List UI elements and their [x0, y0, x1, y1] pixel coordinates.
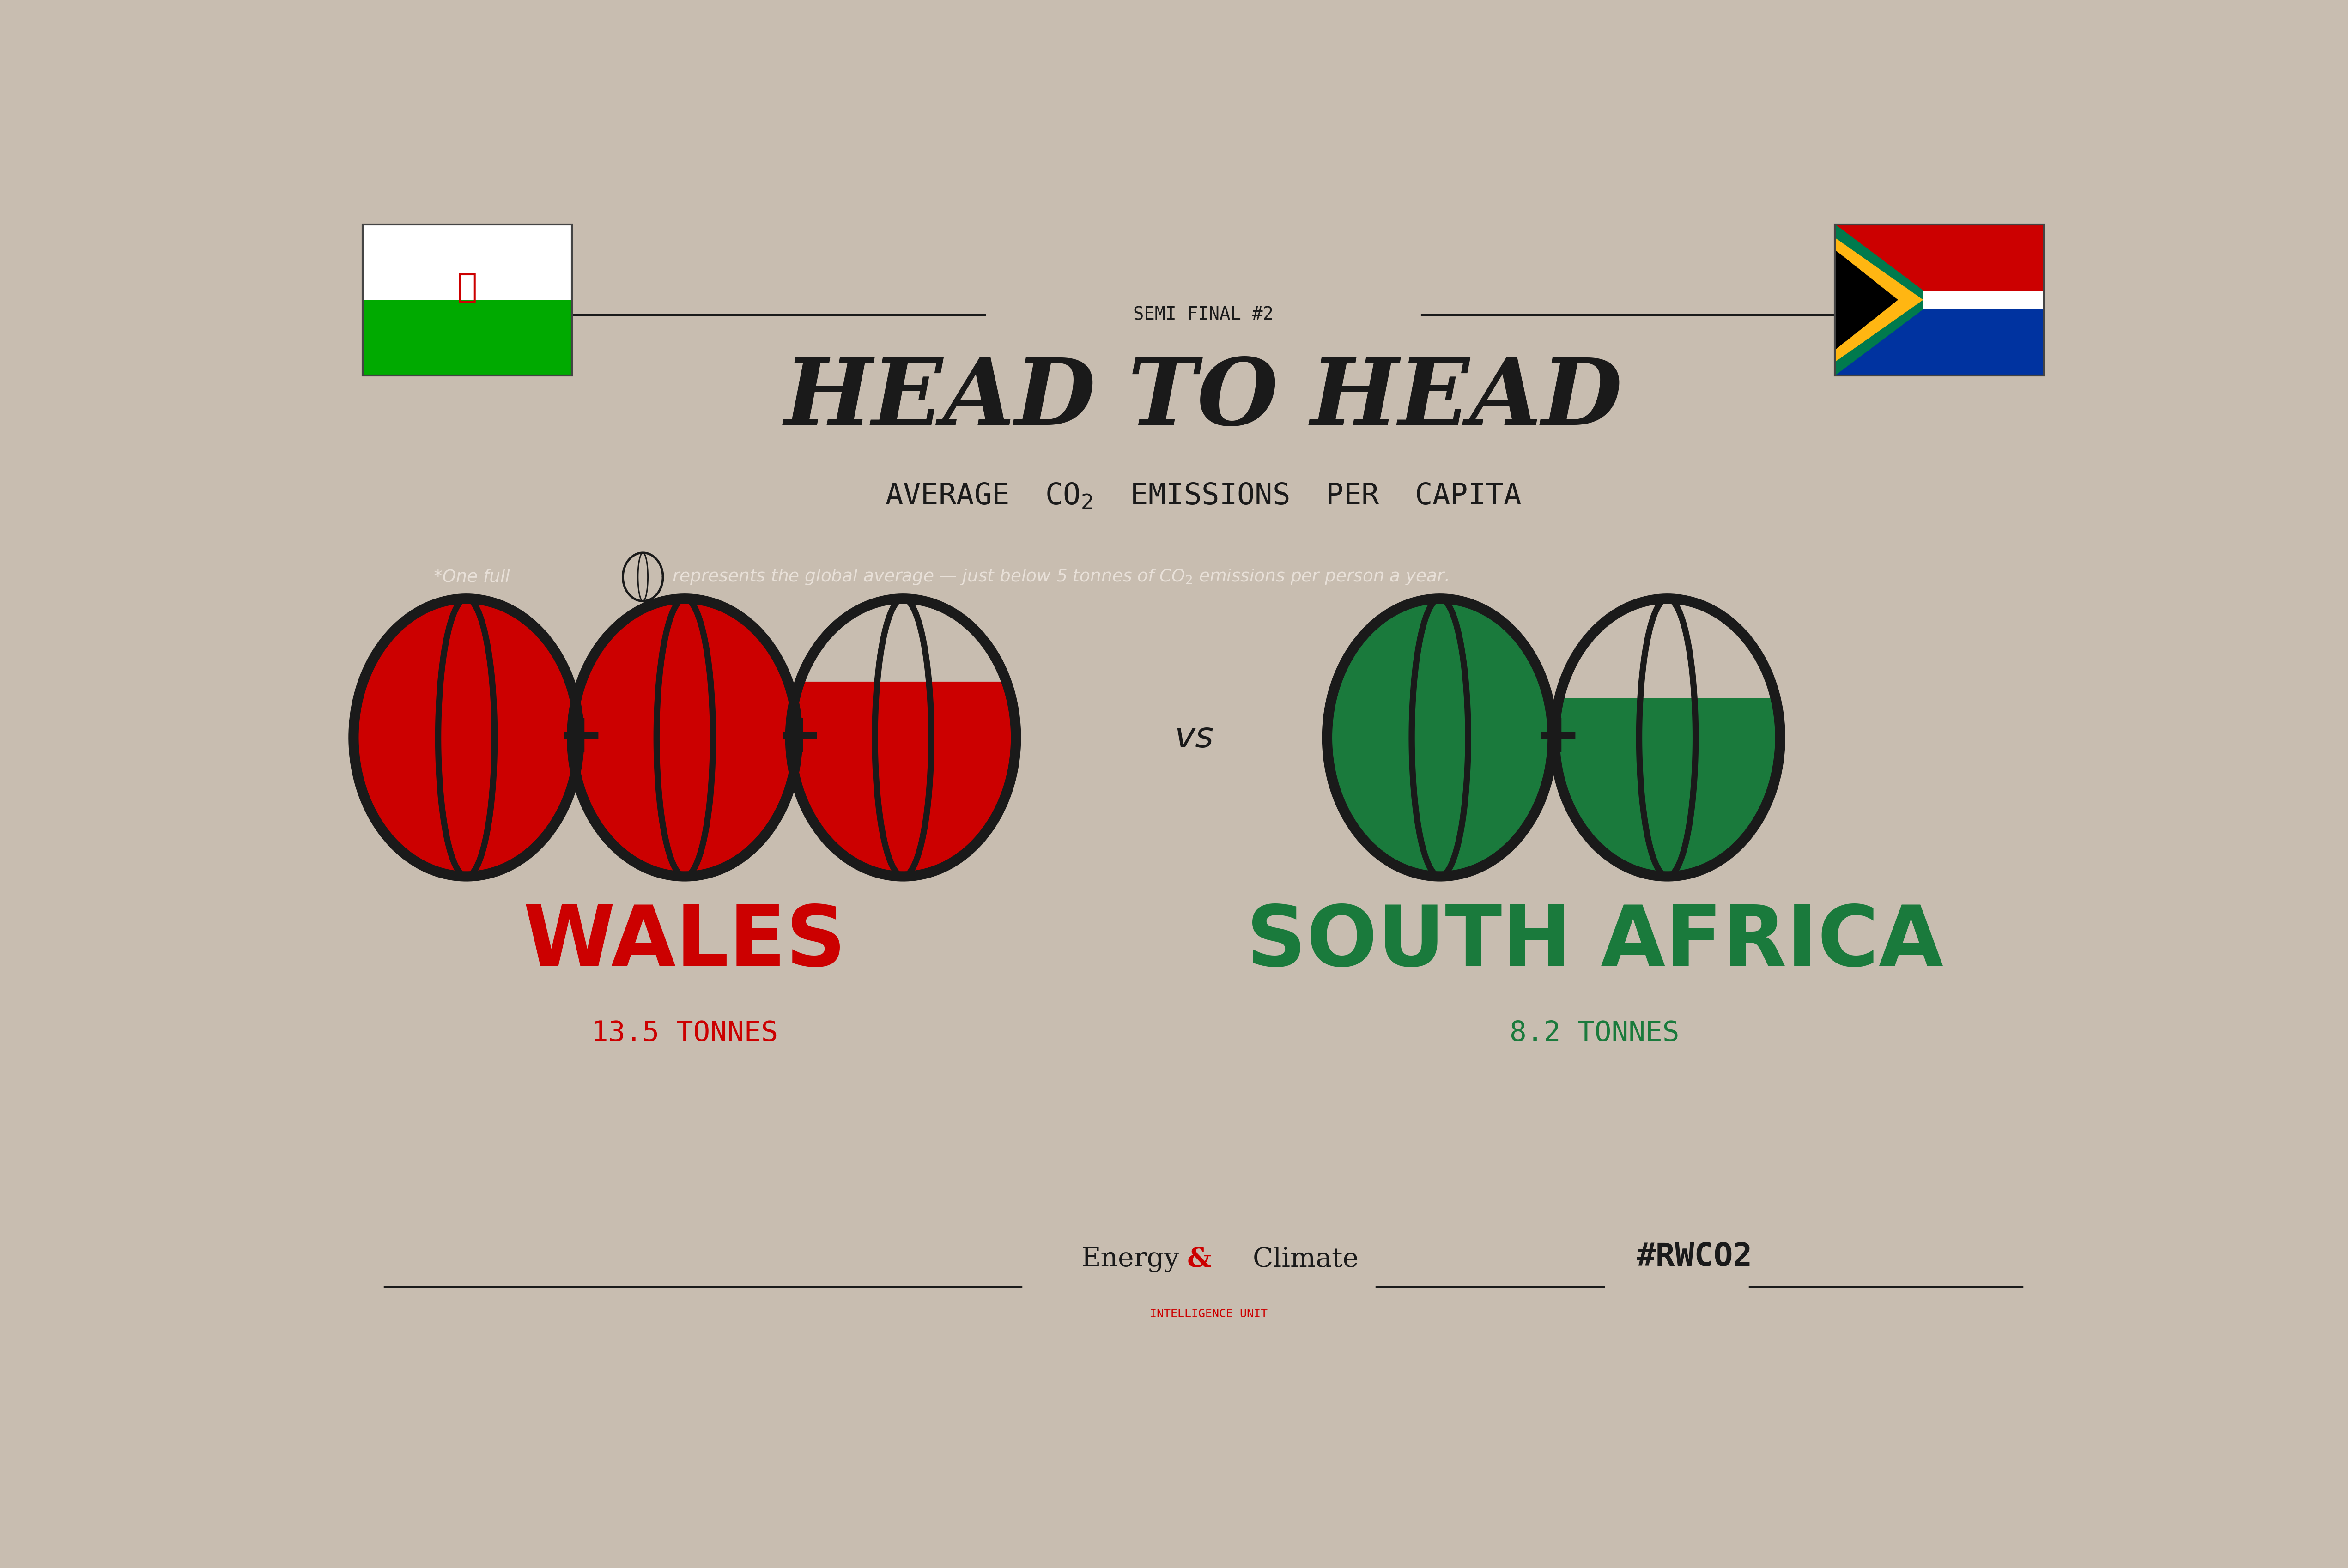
Text: +: + [777, 710, 822, 764]
Text: HEAD TO HEAD: HEAD TO HEAD [784, 354, 1622, 444]
Polygon shape [1327, 599, 1552, 877]
Text: INTELLIGENCE UNIT: INTELLIGENCE UNIT [1151, 1309, 1268, 1320]
Polygon shape [1834, 249, 1897, 350]
Polygon shape [791, 682, 1017, 877]
Polygon shape [1834, 224, 1935, 375]
Text: +: + [559, 710, 603, 764]
Bar [362, 299, 573, 375]
Text: &: & [1188, 1247, 1212, 1272]
Text: #RWCO2: #RWCO2 [1637, 1242, 1752, 1272]
Text: 8.2 TONNES: 8.2 TONNES [1510, 1019, 1679, 1047]
Bar [1923, 290, 2045, 309]
Text: 13.5 TONNES: 13.5 TONNES [592, 1019, 777, 1047]
Polygon shape [1834, 238, 1923, 362]
Bar [1834, 224, 2045, 299]
Text: SEMI FINAL #2: SEMI FINAL #2 [1134, 306, 1273, 323]
Text: vs: vs [1174, 720, 1214, 754]
Text: AVERAGE  CO$_2$  EMISSIONS  PER  CAPITA: AVERAGE CO$_2$ EMISSIONS PER CAPITA [885, 481, 1522, 511]
Text: WALES: WALES [524, 902, 845, 983]
Polygon shape [573, 599, 798, 877]
Text: Climate: Climate [1251, 1247, 1359, 1272]
Text: 🐉: 🐉 [458, 271, 477, 304]
Bar [1834, 224, 2045, 375]
Polygon shape [355, 599, 580, 877]
Text: +: + [1536, 710, 1580, 764]
Bar [362, 224, 573, 299]
Text: represents the global average — just below 5 tonnes of CO$_2$ emissions per pers: represents the global average — just bel… [672, 568, 1449, 586]
Text: Energy: Energy [1082, 1247, 1179, 1272]
Polygon shape [1554, 699, 1780, 877]
Bar [1834, 299, 2045, 375]
Text: SOUTH AFRICA: SOUTH AFRICA [1247, 902, 1944, 983]
Text: *One full: *One full [434, 569, 510, 585]
Bar [362, 224, 573, 375]
